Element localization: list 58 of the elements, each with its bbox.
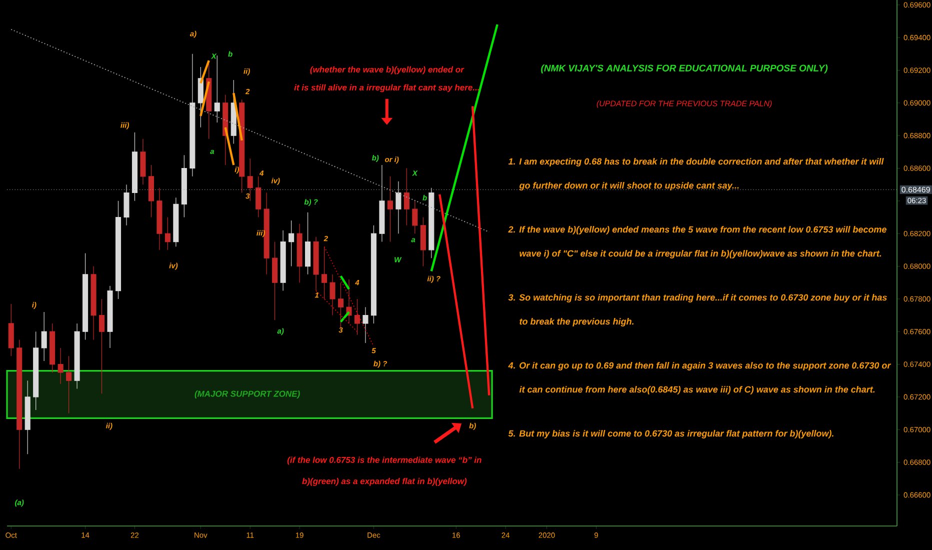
candlestick xyxy=(190,54,196,177)
candlestick xyxy=(140,138,146,185)
candlestick xyxy=(288,220,294,267)
candlestick xyxy=(148,164,154,218)
text: (NMK VIJAY'S ANALYSIS FOR EDUCATIONAL PURPOSE ONLY) xyxy=(541,64,828,74)
candlestick xyxy=(264,192,270,275)
candlestick xyxy=(428,188,434,258)
candlestick xyxy=(354,298,360,336)
candlestick xyxy=(272,241,278,320)
candlestick xyxy=(412,200,418,234)
candlestick xyxy=(8,304,14,356)
text: (UPDATED FOR THE PREVIOUS TRADE PALN) xyxy=(596,100,772,108)
ref-line-label: 0.68469 xyxy=(902,186,930,192)
candlestick xyxy=(66,356,72,414)
candlestick xyxy=(50,323,56,373)
candlestick xyxy=(420,216,426,267)
candlestick xyxy=(156,188,162,250)
candlestick xyxy=(296,223,302,283)
candlestick xyxy=(362,306,368,344)
text: 2. If the wave b)(yellow) ended means the 5 wave from the recent low 0.6753 will become wave i) of "C" else it could be a irregular flat in b)(yellow)wave as shown in the chart. xyxy=(508,226,886,258)
candlestick xyxy=(16,339,22,470)
text: 1. I am expecting 0.68 has to break in the double correction and after that whether it will go further down or it will shoot to upside cant say... xyxy=(508,158,884,190)
candlestick xyxy=(58,348,64,384)
candlestick xyxy=(164,216,170,250)
annotation: 5. But my bias is it will come to 0.6730 as irregular flat pattern for b)(yellow). xyxy=(508,430,834,438)
candlestick xyxy=(99,298,105,394)
candlestick xyxy=(379,164,385,242)
candlestick xyxy=(387,176,393,242)
candlestick xyxy=(90,266,96,340)
candlestick xyxy=(338,282,344,329)
candlestick xyxy=(396,181,402,234)
candlestick xyxy=(24,380,30,454)
band-label: (MAJOR SUPPORT ZONE) xyxy=(194,390,300,398)
candlestick xyxy=(115,200,122,300)
candlestick xyxy=(305,212,311,275)
candlestick xyxy=(322,246,328,300)
annotation: (if the low 0.6753 is the intermediate wave “b” in xyxy=(287,456,482,465)
candlestick xyxy=(404,168,410,226)
candlestick xyxy=(124,184,130,226)
candlestick xyxy=(41,312,47,362)
annotation: it is still alive in a irregular flat cant say here... xyxy=(294,84,479,92)
candlestick xyxy=(33,331,39,410)
candlestick xyxy=(181,154,187,218)
candlestick xyxy=(82,252,88,340)
candlestick xyxy=(107,286,113,348)
candlestick xyxy=(74,323,80,390)
candlestick xyxy=(132,132,138,202)
candlestick xyxy=(330,274,336,316)
text: 4. Or it can go up to 0.69 and then fall in again 3 waves also to the support zone 0.6730 or it can continue from here also(0.6845) as wave iii) of C) wave as shown in the chart. xyxy=(508,362,892,394)
candlestick xyxy=(370,225,376,324)
annotation: b)(green) as a expanded flat in b)(yellow) xyxy=(302,478,467,486)
candlestick xyxy=(280,230,286,292)
candlestick xyxy=(256,176,262,218)
candlestick xyxy=(313,236,319,292)
candlestick xyxy=(173,197,179,247)
text: 3. So watching is so important than trading here...if it comes to 0.6730 zone buy or it has to break the previous high. xyxy=(508,294,887,326)
annotation: (whether the wave b)(yellow) ended or xyxy=(310,66,464,74)
candlestick xyxy=(247,158,253,202)
